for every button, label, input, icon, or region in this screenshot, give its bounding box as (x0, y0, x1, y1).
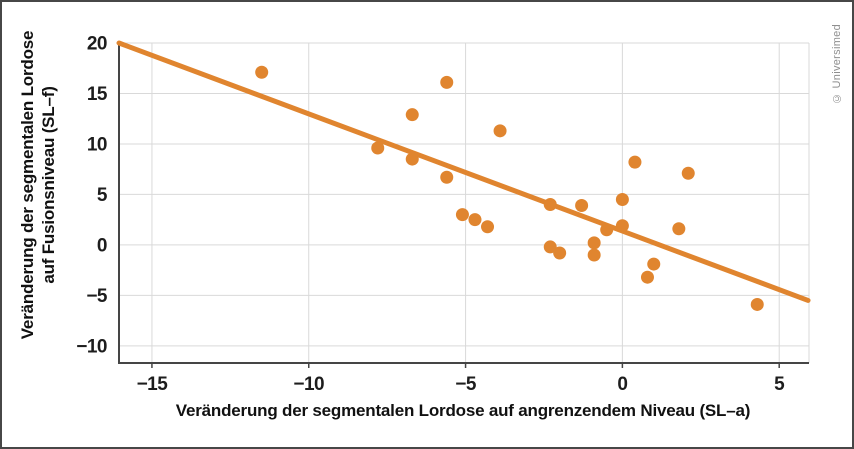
data-point (553, 246, 567, 260)
data-point (672, 222, 686, 236)
data-point (440, 75, 454, 89)
y-tick-label: 20 (87, 34, 107, 55)
copyright-label: © Universimed (831, 24, 843, 105)
data-point (543, 240, 557, 254)
y-tick-label: −10 (76, 336, 107, 357)
data-point (440, 170, 454, 184)
data-point (628, 155, 642, 169)
data-point (371, 141, 385, 155)
y-axis-title: Veränderung der segmentalen Lordose auf … (17, 31, 60, 340)
data-point (468, 213, 482, 227)
x-tick-label: 0 (617, 374, 627, 395)
x-tick-label: −5 (455, 374, 477, 395)
y-tick-label: 0 (97, 235, 107, 256)
data-point (405, 108, 419, 122)
data-point (255, 65, 269, 79)
x-tick-label: 5 (774, 374, 785, 395)
y-axis-title-line1: Veränderung der segmentalen Lordose (17, 30, 37, 340)
x-tick-label: −10 (293, 374, 324, 395)
data-point (681, 166, 695, 180)
x-axis-title: Veränderung der segmentalen Lordose auf … (175, 401, 751, 420)
data-point (493, 124, 507, 138)
data-point (455, 208, 469, 222)
y-axis-title-line2: auf Fusionsniveau (SL–f) (39, 86, 58, 284)
data-point (587, 248, 601, 262)
data-point (615, 192, 629, 206)
y-tick-label: 5 (97, 185, 108, 206)
data-point (575, 199, 589, 213)
y-tick-label: 10 (87, 134, 107, 155)
data-point (750, 297, 764, 311)
data-point (481, 220, 495, 234)
trend-line (116, 40, 811, 303)
y-tick-label: −5 (86, 286, 108, 307)
data-point (587, 236, 601, 250)
x-tick-label: −15 (137, 374, 169, 395)
data-point (640, 270, 654, 284)
data-point (647, 257, 661, 271)
y-tick-label: 15 (87, 84, 108, 105)
